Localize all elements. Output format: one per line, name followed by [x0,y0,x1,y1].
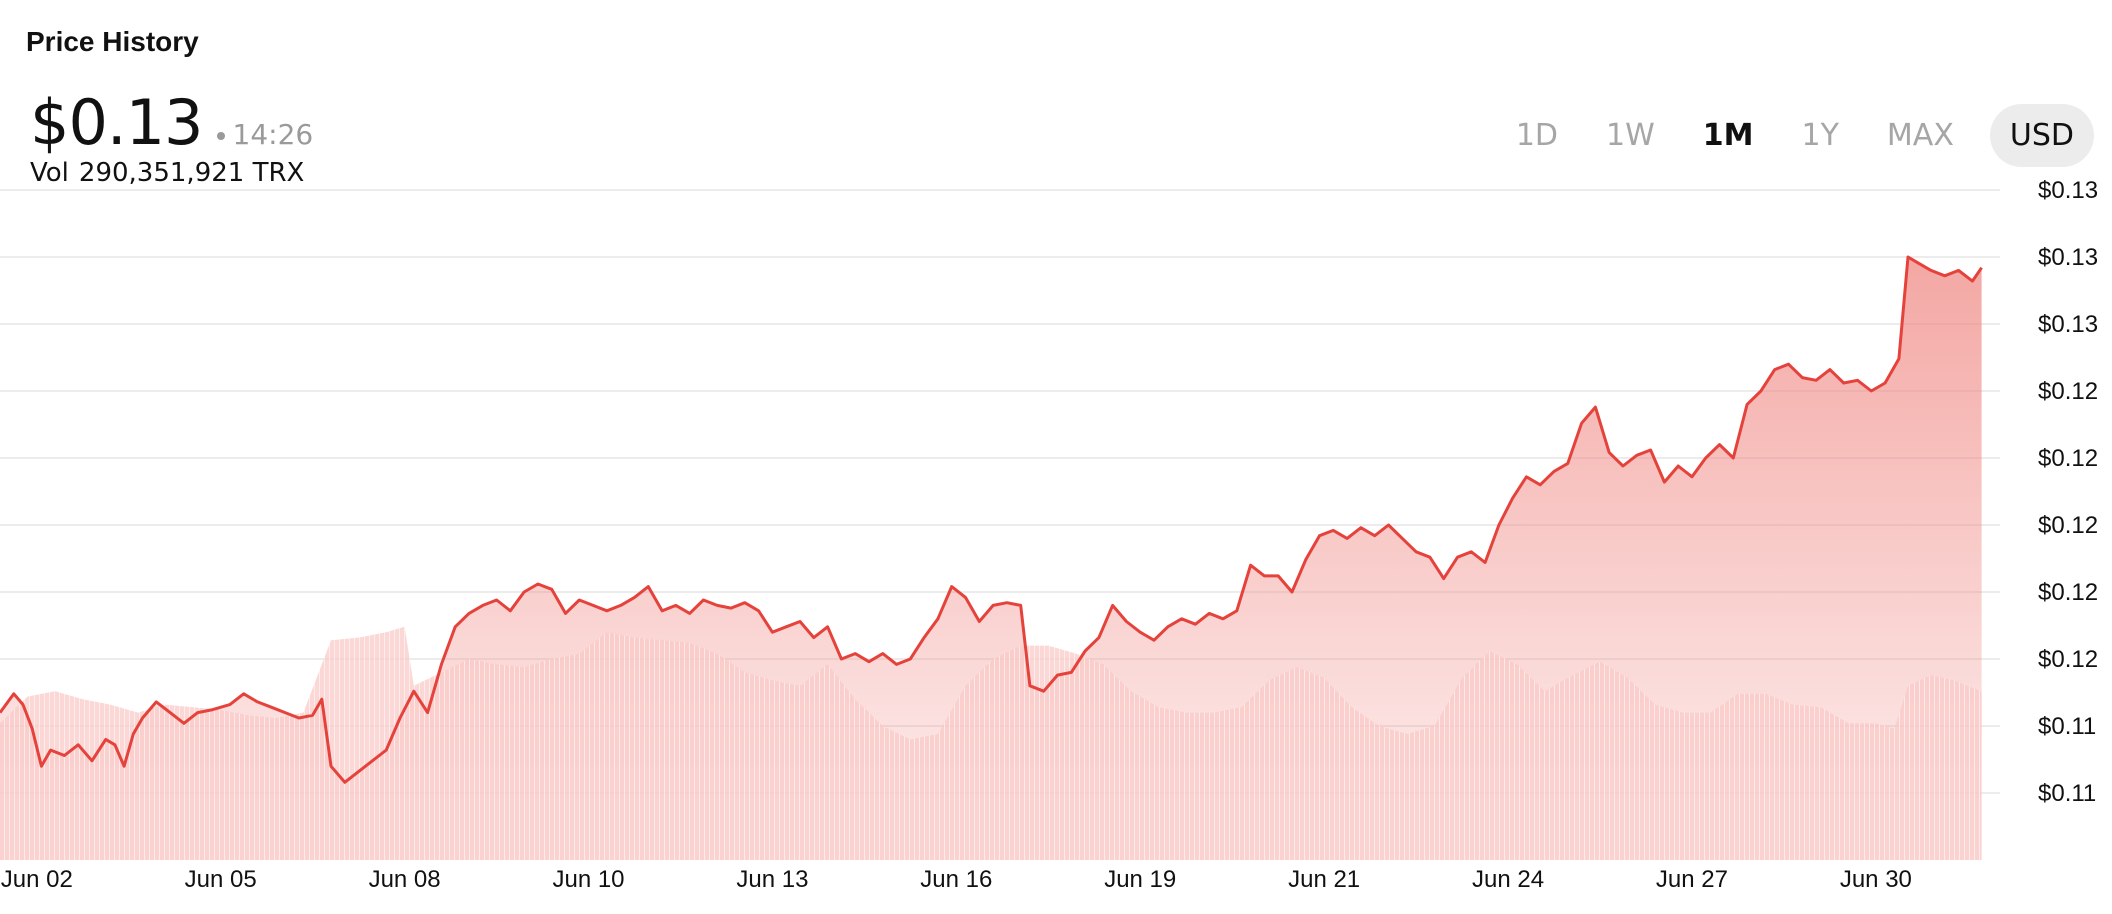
y-tick-label-0: $0.13 [2038,177,2098,204]
y-tick-label-4: $0.12 [2038,445,2098,472]
current-price: $0.13 [30,86,203,159]
price-line [0,255,1983,784]
price-timestamp: 14:26 [216,118,314,151]
price-row: $0.13 14:26 [30,86,313,159]
range-button-1m[interactable]: 1M [1702,118,1754,153]
x-tick-label-5: Jun 16 [920,866,992,893]
x-tick-label-4: Jun 13 [736,866,808,893]
y-tick-label-6: $0.12 [2038,579,2098,606]
y-tick-label-3: $0.12 [2038,378,2098,405]
range-button-1y[interactable]: 1Y [1801,118,1839,153]
volume-area [0,626,1982,860]
volume-value: 290,351,921 TRX [78,158,305,188]
volume-label: Vol [30,158,69,188]
dot-separator-icon [216,132,225,140]
range-button-max[interactable]: MAX [1886,118,1954,153]
range-button-1d[interactable]: 1D [1515,118,1559,153]
x-tick-label-1: Jun 05 [185,866,257,893]
x-tick-label-6: Jun 19 [1104,866,1176,893]
x-tick-label-10: Jun 30 [1840,866,1912,893]
y-tick-label-9: $0.11 [2038,780,2096,807]
currency-toggle-button[interactable]: USD [1989,104,2094,167]
y-tick-label-2: $0.13 [2038,311,2098,338]
x-tick-label-9: Jun 27 [1656,866,1728,893]
x-tick-label-0: Jun 02 [1,866,73,893]
y-tick-label-8: $0.11 [2038,713,2096,740]
x-tick-label-8: Jun 24 [1472,866,1544,893]
range-selector: 1D 1W 1M 1Y MAX USD [1468,104,2094,167]
chart-title: Price History [26,26,199,57]
y-tick-label-7: $0.12 [2038,646,2098,673]
x-tick-label-3: Jun 10 [552,866,624,893]
x-tick-label-2: Jun 08 [369,866,441,893]
y-tick-label-5: $0.12 [2038,512,2098,539]
x-tick-label-7: Jun 21 [1288,866,1360,893]
range-button-1w[interactable]: 1W [1606,118,1655,153]
timestamp-text: 14:26 [232,118,314,151]
volume-readout: Vol 290,351,921 TRX [30,158,314,188]
y-tick-label-1: $0.13 [2038,244,2098,271]
